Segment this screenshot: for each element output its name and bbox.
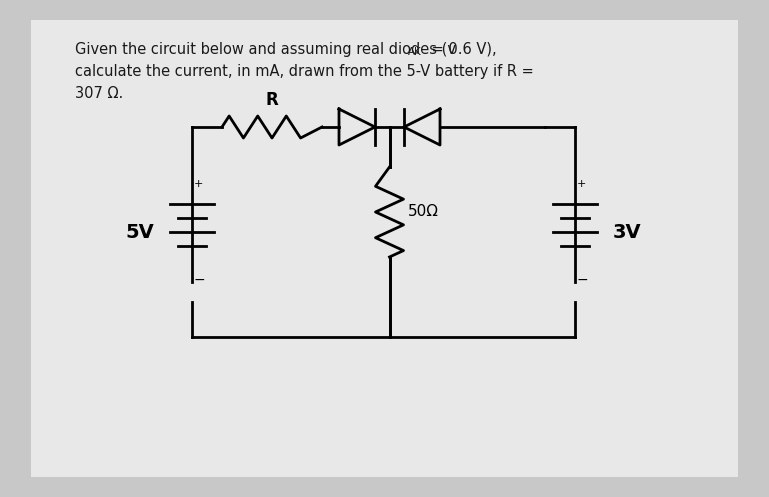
Text: R: R xyxy=(265,91,278,109)
Text: 5V: 5V xyxy=(125,223,155,242)
Text: −: − xyxy=(577,273,588,287)
Text: +: + xyxy=(194,179,203,189)
Text: 307 Ω.: 307 Ω. xyxy=(75,86,123,101)
Text: −: − xyxy=(194,273,205,287)
Text: = 0.6 V),: = 0.6 V), xyxy=(427,42,497,57)
Text: +: + xyxy=(577,179,587,189)
Text: AK: AK xyxy=(408,47,421,57)
Text: calculate the current, in mA, drawn from the 5-V battery if R =: calculate the current, in mA, drawn from… xyxy=(75,64,534,79)
Text: Given the circuit below and assuming real diodes (v: Given the circuit below and assuming rea… xyxy=(75,42,456,57)
Text: 50Ω: 50Ω xyxy=(408,204,438,220)
Text: 3V: 3V xyxy=(613,223,641,242)
